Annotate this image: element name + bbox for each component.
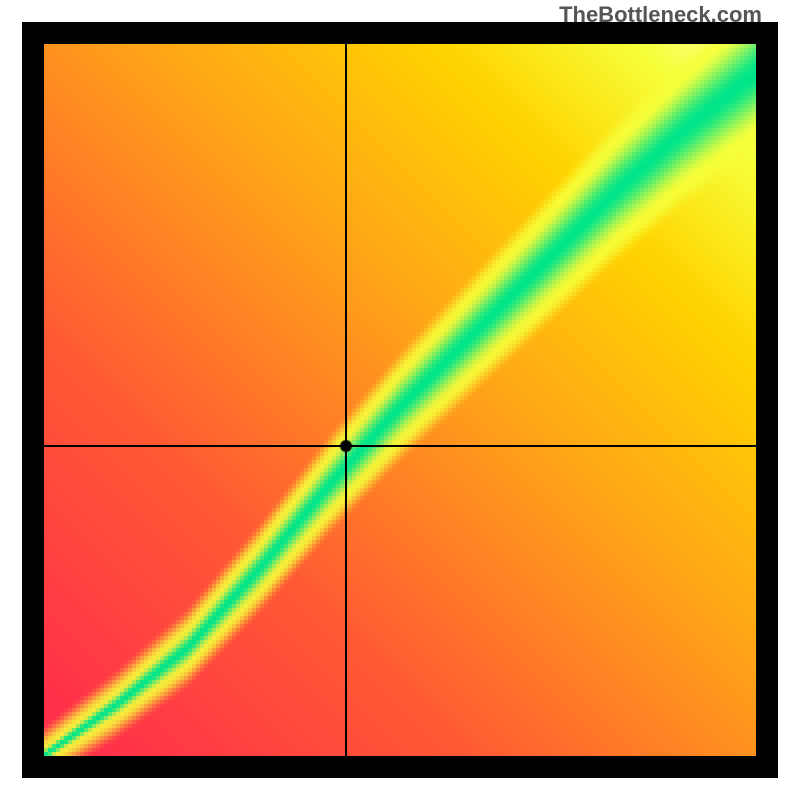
chart-frame: TheBottleneck.com	[0, 0, 800, 800]
crosshair-horizontal	[44, 445, 756, 447]
watermark-text: TheBottleneck.com	[559, 2, 762, 28]
plot-border	[22, 22, 778, 778]
crosshair-dot	[339, 439, 353, 453]
crosshair-vertical	[345, 44, 347, 756]
